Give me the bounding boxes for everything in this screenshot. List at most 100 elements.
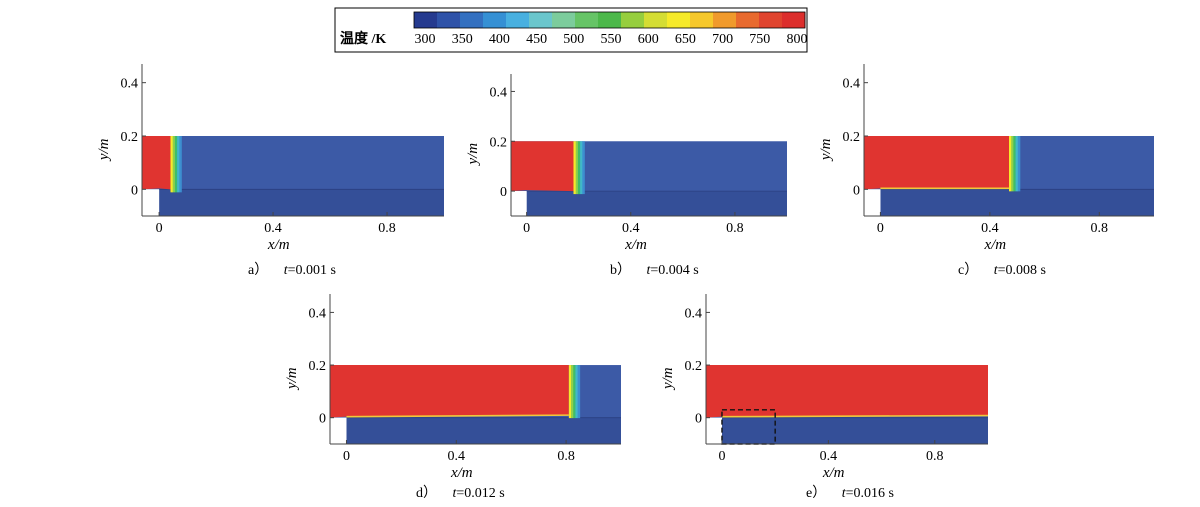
colorbar-swatch [782,12,806,28]
y-tick-label: 0.2 [685,359,703,374]
inlet-notch [706,417,722,444]
x-tick-label: 0.4 [981,221,999,236]
panel-b: 0 0.2 0.4 0 0.4 0.8 y/m x/m b） t=0.004 s [465,74,787,278]
hot-region [864,136,1009,190]
colorbar-tick-label: 650 [675,32,696,47]
panels: 00.20.40 0.4 0.8y/mx/ma） t=0.001 s00.20.40… [96,64,1154,501]
y-axis-label: y/m [660,367,676,391]
panel-caption: c） t=0.008 s [958,262,1046,278]
flame-front-band [582,141,585,195]
hot-region [330,365,569,418]
colorbar-swatch [598,12,622,28]
x-tick-label: 0.4 [264,221,282,236]
x-axis-label: x/m [450,465,473,481]
inlet-notch [511,191,527,216]
colorbar-tick-label: 350 [452,32,473,47]
caption-variable: t [453,486,458,501]
y-tick-label: 0.4 [309,306,327,321]
x-tick-label: 0.4 [448,449,466,464]
flame-front-band [571,365,574,419]
x-tick-label: 0.8 [926,449,944,464]
interface-line [721,414,989,418]
x-tick-label: 0.8 [557,449,575,464]
flame-front-band [1015,136,1019,192]
caption-value: =0.001 s [288,263,336,278]
colorbar-tick-label: 600 [638,32,659,47]
x-tick-label: 0 [343,449,350,464]
panel-caption: b） t=0.004 s [610,262,699,278]
interface-line [346,414,569,418]
flame-front-band [1017,136,1021,192]
y-tick-label: 0 [500,185,507,200]
colorbar-swatch [552,12,576,28]
colorbar-swatch [506,12,530,28]
colorbar-swatch [667,12,691,28]
flame-front-band [575,141,579,195]
y-tick-label: 0.4 [121,77,139,92]
y-axis-label: y/m [96,138,112,162]
wall-region [721,417,988,444]
caption-label: b） [610,262,635,278]
colorbar-swatch [713,12,737,28]
caption-label: c） [958,262,982,278]
panel-d: 0 0.2 0.4 0 0.4 0.8 y/m x/m d） t=0.012 s [284,294,621,501]
panel-a: 0 0.2 0.4 0 0.4 0.8 y/m x/m a） t=0.001 s [96,64,444,278]
flame-front-band [575,365,578,419]
flame-front-band [573,365,576,419]
y-tick-label: 0.2 [121,130,139,145]
x-tick-label: 0 [523,221,530,236]
flame-front-band [170,136,173,193]
colorbar-swatch [575,12,599,28]
colorbar-tick-label: 500 [563,32,584,47]
caption-label: a） [248,262,272,278]
x-tick-label: 0 [718,449,725,464]
flame-front-band [172,136,176,193]
wall-region [346,417,621,444]
flame-front-band [580,141,583,195]
caption-variable: t [647,263,652,278]
y-tick-label: 0.4 [685,306,703,321]
colorbar-tick-labels: 300 350 400 450 500 550 600 650 700 750 800 [415,32,808,47]
caption-label: d） [416,485,441,501]
panel-caption: a） t=0.001 s [248,262,336,278]
y-tick-label: 0 [853,183,860,198]
x-tick-label: 0.8 [1091,221,1109,236]
colorbar-swatch [736,12,760,28]
caption-value: =0.012 s [456,486,504,501]
colorbar-swatch [460,12,484,28]
colorbar: 温度 /K 300 350 400 450 500 550 600 650 700 750 800 [334,7,808,53]
caption-variable: t [284,263,289,278]
flame-front-band [1009,136,1012,192]
y-tick-label: 0 [131,183,138,198]
caption-value: =0.016 s [846,486,894,501]
flame-front-band [1013,136,1016,192]
caption-variable: t [842,486,847,501]
y-axis-label: y/m [284,367,300,391]
wall-region [526,191,787,216]
caption-label: e） [806,485,830,501]
colorbar-swatch [414,12,438,28]
colorbar-swatch [759,12,783,28]
inlet-notch [142,189,160,216]
y-tick-label: 0 [695,412,702,427]
colorbar-tick-label: 750 [749,32,770,47]
colorbar-tick-label: 550 [601,32,622,47]
y-tick-label: 0.2 [843,130,861,145]
x-tick-label: 0.4 [622,221,640,236]
colorbar-tick-label: 400 [489,32,510,47]
cold-region [142,136,444,190]
flame-front-band [568,365,572,419]
hot-region [142,136,171,190]
flame-front-band [573,141,576,195]
y-tick-label: 0.4 [843,77,861,92]
colorbar-tick-label: 700 [712,32,733,47]
x-axis-label: x/m [267,237,290,253]
flame-front-band [174,136,178,193]
flame-front-band [179,136,182,193]
colorbar-swatch [690,12,714,28]
y-axis-label: y/m [818,138,834,162]
x-tick-label: 0.8 [726,221,744,236]
colorbar-swatch [437,12,461,28]
x-tick-label: 0 [156,221,163,236]
